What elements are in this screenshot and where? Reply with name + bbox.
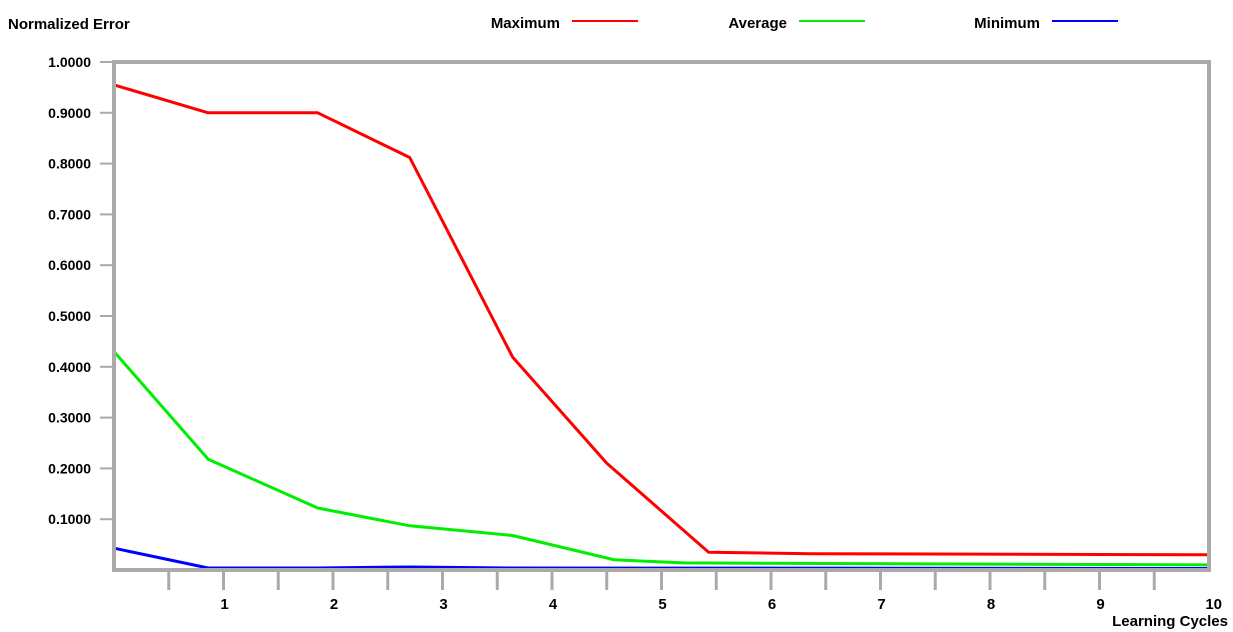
y-tick-label: 0.8000 [48, 156, 91, 172]
y-tick-label: 0.1000 [48, 511, 91, 527]
x-tick-label: 8 [987, 596, 995, 613]
x-tick-label: 5 [658, 596, 666, 613]
y-tick-label: 0.6000 [48, 257, 91, 273]
x-tick-label: 2 [330, 596, 338, 613]
y-tick-label: 0.9000 [48, 105, 91, 121]
legend-label-maximum: Maximum [491, 15, 560, 32]
plot-lines [112, 83, 1210, 570]
plot-frame [112, 60, 1211, 572]
x-axis-ticks: 1 2 3 4 5 6 7 8 9 10 [167, 570, 1222, 613]
legend: Maximum Average Minimum [491, 15, 1118, 32]
y-tick-label: 0.2000 [48, 460, 91, 476]
x-tick-label: 9 [1096, 596, 1104, 613]
legend-label-minimum: Minimum [974, 15, 1040, 32]
x-tick-label: 4 [549, 596, 558, 613]
x-tick-label: 3 [439, 596, 447, 613]
y-tick-label: 0.4000 [48, 359, 91, 375]
series-line-average [112, 350, 1210, 567]
series-line-maximum [113, 83, 1210, 557]
x-tick-label: 6 [768, 596, 776, 613]
y-tick-label: 1.0000 [48, 54, 91, 70]
x-tick-label: 10 [1205, 596, 1222, 613]
y-axis-title: Normalized Error [8, 16, 130, 33]
x-tick-label: 1 [220, 596, 228, 613]
legend-label-average: Average [728, 15, 787, 32]
x-tick-label: 7 [877, 596, 885, 613]
y-tick-label: 0.5000 [48, 308, 91, 324]
x-axis-title: Learning Cycles [1112, 613, 1228, 630]
y-axis-ticks: 0.1000 0.2000 0.3000 0.4000 0.5000 0.6000 0.70… [48, 54, 114, 527]
y-tick-label: 0.7000 [48, 206, 91, 222]
y-tick-label: 0.3000 [48, 410, 91, 426]
